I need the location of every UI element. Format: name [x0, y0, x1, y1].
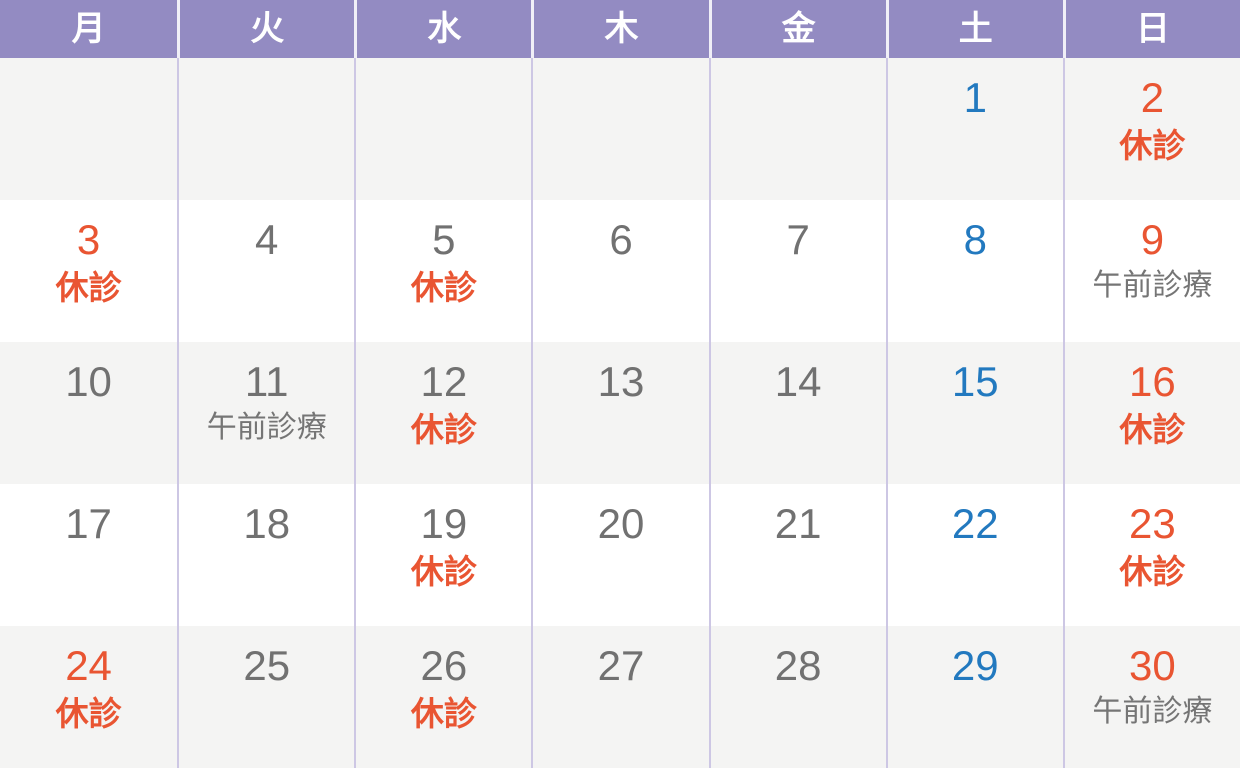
day-cell-30: 30 午前診療 — [1062, 626, 1240, 768]
day-cell-26: 26 休診 — [354, 626, 531, 768]
day-cell-2: 2 休診 — [1062, 58, 1240, 200]
day-cell-3: 3 休診 — [0, 200, 177, 342]
day-number: 18 — [243, 500, 291, 547]
day-number: 5 — [432, 216, 456, 263]
day-note: 休診 — [1119, 126, 1186, 164]
day-note: 休診 — [410, 410, 477, 448]
day-number: 19 — [420, 500, 468, 547]
weekday-header-tue: 火 — [177, 0, 354, 58]
day-cell-23: 23 休診 — [1062, 484, 1240, 626]
day-number: 13 — [597, 358, 645, 405]
weekday-header-fri: 金 — [708, 0, 886, 58]
day-number — [0, 72, 177, 124]
week-row-4: 17 18 19 休診 20 21 22 23 休診 — [0, 484, 1240, 626]
weekday-header-sun: 日 — [1062, 0, 1240, 58]
day-cell-12: 12 休診 — [354, 342, 531, 484]
day-cell-14: 14 — [708, 342, 886, 484]
day-cell-15: 15 — [885, 342, 1063, 484]
day-cell-27: 27 — [531, 626, 708, 768]
day-cell-25: 25 — [177, 626, 354, 768]
day-number: 30 — [1129, 642, 1176, 689]
day-note: 休診 — [410, 694, 477, 732]
week-row-3: 10 11 午前診療 12 休診 13 14 15 16 休診 — [0, 342, 1240, 484]
day-note: 休診 — [55, 694, 122, 732]
day-note: 午前診療 — [1092, 694, 1213, 728]
day-number: 1 — [963, 74, 987, 121]
day-number: 16 — [1129, 358, 1176, 405]
day-number: 14 — [774, 358, 822, 405]
day-cell-11: 11 午前診療 — [177, 342, 354, 484]
day-number — [533, 72, 708, 124]
day-number: 17 — [65, 500, 112, 547]
day-cell-7: 7 — [708, 200, 886, 342]
day-number: 7 — [786, 216, 810, 263]
day-cell-24: 24 休診 — [0, 626, 177, 768]
day-number: 15 — [951, 358, 999, 405]
day-cell-10: 10 — [0, 342, 177, 484]
day-note: 午前診療 — [1092, 268, 1213, 302]
day-cell-20: 20 — [531, 484, 708, 626]
day-number: 24 — [65, 642, 112, 689]
day-cell-29: 29 — [885, 626, 1063, 768]
day-cell-22: 22 — [885, 484, 1063, 626]
day-cell-empty — [531, 58, 708, 200]
day-cell-empty — [177, 58, 354, 200]
day-number: 4 — [255, 216, 279, 263]
day-number — [179, 72, 354, 124]
day-cell-17: 17 — [0, 484, 177, 626]
day-cell-empty — [354, 58, 531, 200]
day-cell-16: 16 休診 — [1062, 342, 1240, 484]
day-note: 休診 — [55, 268, 122, 306]
day-cell-1: 1 — [885, 58, 1063, 200]
day-number: 2 — [1140, 74, 1165, 121]
day-number: 3 — [76, 216, 101, 263]
day-cell-5: 5 休診 — [354, 200, 531, 342]
day-number: 11 — [244, 358, 289, 405]
day-cell-empty — [0, 58, 177, 200]
day-number: 25 — [243, 642, 291, 689]
day-cell-8: 8 — [885, 200, 1063, 342]
day-number — [711, 72, 886, 124]
day-number: 9 — [1140, 216, 1165, 263]
day-number: 27 — [597, 642, 645, 689]
day-note: 休診 — [1119, 552, 1186, 590]
day-number: 28 — [774, 642, 822, 689]
weekday-header-wed: 水 — [354, 0, 531, 58]
day-note: 午前診療 — [206, 410, 327, 444]
day-number: 29 — [951, 642, 999, 689]
day-cell-19: 19 休診 — [354, 484, 531, 626]
day-note: 休診 — [410, 268, 477, 306]
day-cell-28: 28 — [708, 626, 886, 768]
day-number: 6 — [609, 216, 633, 263]
day-cell-18: 18 — [177, 484, 354, 626]
day-cell-13: 13 — [531, 342, 708, 484]
day-number: 12 — [420, 358, 468, 405]
day-number: 10 — [65, 358, 112, 405]
day-number: 23 — [1129, 500, 1176, 547]
day-note: 休診 — [410, 552, 477, 590]
day-number — [356, 72, 531, 124]
day-cell-21: 21 — [708, 484, 886, 626]
weekday-header-thu: 木 — [531, 0, 708, 58]
day-number: 22 — [951, 500, 999, 547]
day-number: 8 — [963, 216, 987, 263]
day-number: 21 — [774, 500, 822, 547]
weekday-header-sat: 土 — [885, 0, 1063, 58]
day-cell-9: 9 午前診療 — [1062, 200, 1240, 342]
weekday-header-mon: 月 — [71, 10, 106, 48]
week-row-2: 3 休診 4 5 休診 6 7 8 9 午前診療 — [0, 200, 1240, 342]
day-cell-empty — [708, 58, 886, 200]
day-cell-6: 6 — [531, 200, 708, 342]
weekday-header-row: 月 火 水 木 金 土 日 — [0, 0, 1240, 58]
week-row-5: 24 休診 25 26 休診 27 28 29 30 午前診療 — [0, 626, 1240, 768]
week-row-1: 1 2 休診 — [0, 58, 1240, 200]
day-number: 20 — [597, 500, 645, 547]
day-note: 休診 — [1119, 410, 1186, 448]
day-cell-4: 4 — [177, 200, 354, 342]
day-number: 26 — [420, 642, 468, 689]
